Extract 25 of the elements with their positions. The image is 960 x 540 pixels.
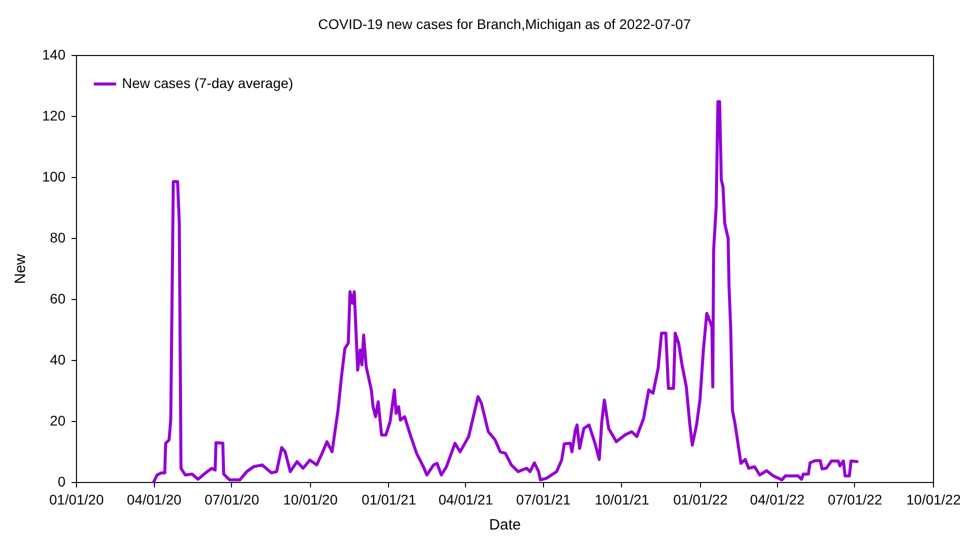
x-tick-label: 10/01/22 xyxy=(906,492,960,508)
legend-label: New cases (7-day average) xyxy=(122,75,294,91)
x-tick-label: 07/01/22 xyxy=(828,492,882,508)
y-tick-label: 80 xyxy=(50,230,66,246)
x-tick-label: 07/01/21 xyxy=(516,492,571,508)
y-tick-label: 40 xyxy=(50,352,66,368)
line-series xyxy=(152,100,859,484)
y-tick-label: 140 xyxy=(42,46,66,62)
x-tick-label: 01/01/22 xyxy=(673,492,728,508)
x-tick-label: 10/01/20 xyxy=(283,492,338,508)
y-tick-label: 0 xyxy=(58,474,66,490)
x-tick-label: 10/01/21 xyxy=(594,492,650,508)
y-tick-label: 120 xyxy=(42,108,66,124)
x-tick-label: 04/01/22 xyxy=(750,492,805,508)
x-tick-label: 07/01/20 xyxy=(204,492,260,508)
x-tick-label: 04/01/21 xyxy=(438,492,494,508)
x-axis-title: Date xyxy=(489,516,521,534)
y-tick-label: 100 xyxy=(42,168,66,184)
y-axis-title: New xyxy=(12,254,30,284)
x-tick-label: 01/01/21 xyxy=(362,492,416,508)
chart-title: COVID-19 new cases for Branch,Michigan as of 2022-07-07 xyxy=(318,16,692,32)
x-tick-label: 04/01/20 xyxy=(126,492,182,508)
y-tick-label: 60 xyxy=(50,290,66,306)
y-tick-label: 20 xyxy=(50,412,66,428)
x-tick-label: 01/01/20 xyxy=(49,492,104,508)
